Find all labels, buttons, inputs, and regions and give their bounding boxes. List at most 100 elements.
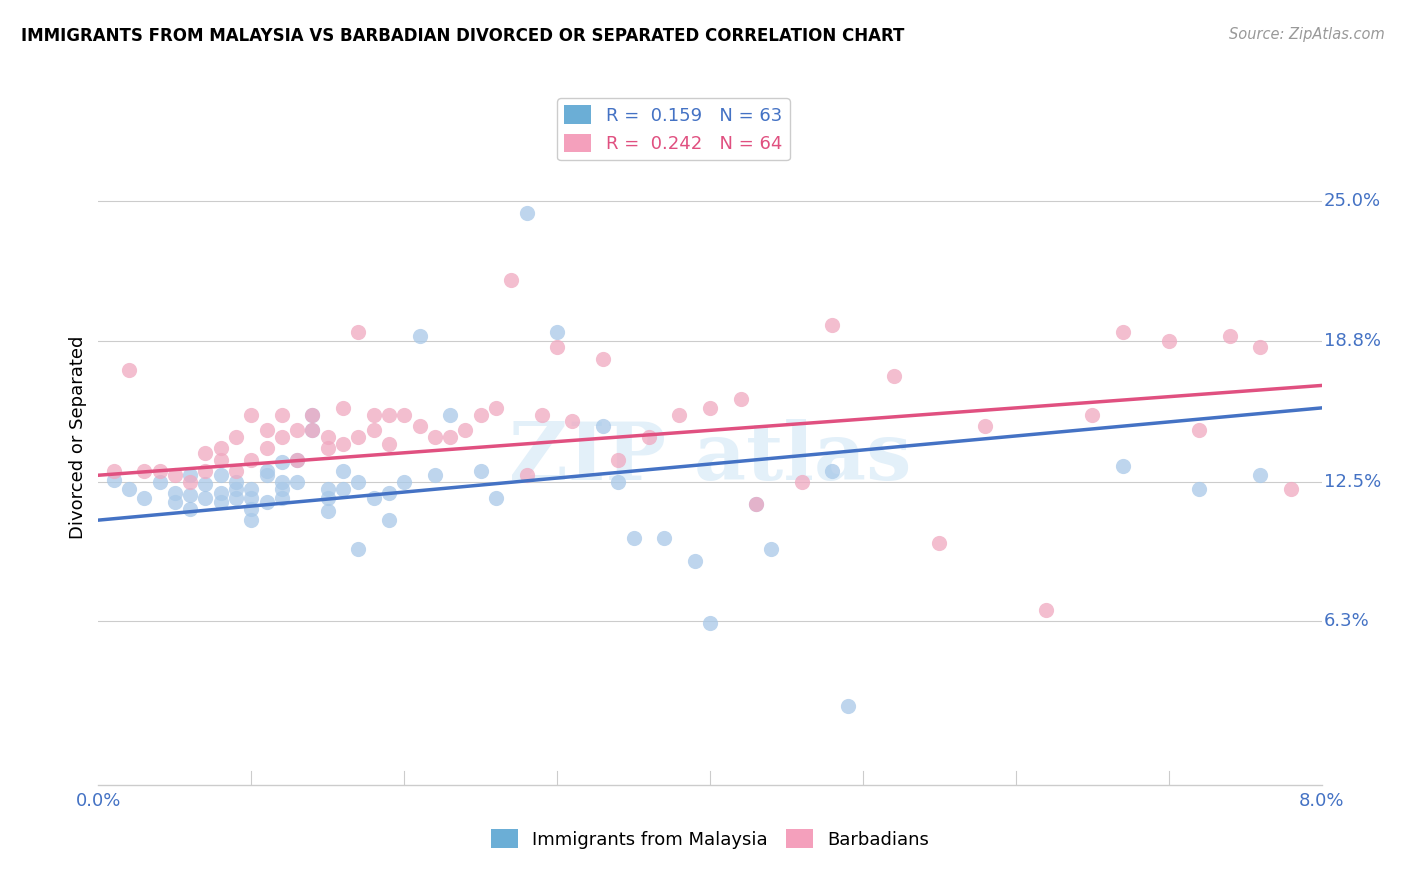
Point [1279, 482, 1302, 496]
Text: ZIP atlas: ZIP atlas [509, 419, 911, 497]
Point [561, 414, 583, 428]
Point [470, 464, 492, 478]
Point [163, 486, 186, 500]
Point [837, 699, 859, 714]
Point [1188, 482, 1211, 496]
Point [668, 408, 690, 422]
Point [470, 408, 492, 422]
Point [730, 392, 752, 406]
Point [256, 442, 278, 456]
Point [225, 482, 247, 496]
Point [546, 325, 568, 339]
Point [285, 423, 308, 437]
Text: 18.8%: 18.8% [1324, 332, 1381, 350]
Point [1112, 325, 1135, 339]
Point [240, 452, 263, 467]
Point [316, 430, 339, 444]
Point [209, 452, 232, 467]
Point [149, 475, 172, 489]
Point [270, 475, 294, 489]
Point [928, 535, 950, 549]
Point [516, 468, 538, 483]
Point [194, 446, 217, 460]
Point [103, 473, 125, 487]
Y-axis label: Divorced or Separated: Divorced or Separated [69, 335, 87, 539]
Point [623, 531, 645, 545]
Point [699, 401, 721, 415]
Point [347, 325, 370, 339]
Point [240, 491, 263, 505]
Point [332, 401, 354, 415]
Point [683, 553, 706, 567]
Legend: Immigrants from Malaysia, Barbadians: Immigrants from Malaysia, Barbadians [484, 822, 936, 856]
Point [209, 486, 232, 500]
Text: Source: ZipAtlas.com: Source: ZipAtlas.com [1229, 27, 1385, 42]
Point [134, 491, 156, 505]
Point [240, 482, 263, 496]
Point [194, 477, 217, 491]
Point [179, 475, 201, 489]
Point [637, 430, 661, 444]
Point [240, 408, 263, 422]
Point [316, 504, 339, 518]
Point [759, 542, 782, 557]
Point [974, 418, 997, 433]
Point [209, 495, 232, 509]
Point [546, 340, 568, 354]
Point [118, 482, 141, 496]
Point [163, 495, 186, 509]
Point [592, 351, 614, 366]
Point [285, 452, 308, 467]
Point [363, 423, 385, 437]
Point [270, 482, 294, 496]
Point [194, 464, 217, 478]
Point [332, 464, 354, 478]
Point [1157, 334, 1180, 348]
Point [378, 408, 401, 422]
Point [699, 616, 721, 631]
Point [408, 418, 430, 433]
Point [225, 491, 247, 505]
Point [408, 329, 430, 343]
Point [501, 273, 523, 287]
Point [607, 475, 630, 489]
Text: 6.3%: 6.3% [1324, 612, 1369, 630]
Point [240, 502, 263, 516]
Point [332, 437, 354, 451]
Point [378, 486, 401, 500]
Point [301, 423, 323, 437]
Point [256, 423, 278, 437]
Point [1219, 329, 1241, 343]
Point [301, 408, 323, 422]
Point [270, 430, 294, 444]
Point [301, 408, 323, 422]
Point [607, 452, 630, 467]
Point [179, 468, 201, 483]
Point [652, 531, 675, 545]
Point [332, 482, 354, 496]
Point [821, 464, 844, 478]
Point [347, 430, 370, 444]
Point [1188, 423, 1211, 437]
Point [347, 475, 370, 489]
Point [1081, 408, 1104, 422]
Point [392, 475, 416, 489]
Text: 12.5%: 12.5% [1324, 473, 1381, 491]
Point [454, 423, 477, 437]
Point [1249, 340, 1271, 354]
Point [118, 363, 141, 377]
Point [256, 464, 278, 478]
Point [103, 464, 125, 478]
Point [530, 408, 553, 422]
Point [163, 468, 186, 483]
Point [225, 475, 247, 489]
Point [592, 418, 614, 433]
Point [1112, 459, 1135, 474]
Point [285, 452, 308, 467]
Point [316, 491, 339, 505]
Point [194, 491, 217, 505]
Point [149, 464, 172, 478]
Point [745, 497, 768, 511]
Text: IMMIGRANTS FROM MALAYSIA VS BARBADIAN DIVORCED OR SEPARATED CORRELATION CHART: IMMIGRANTS FROM MALAYSIA VS BARBADIAN DI… [21, 27, 904, 45]
Point [423, 468, 446, 483]
